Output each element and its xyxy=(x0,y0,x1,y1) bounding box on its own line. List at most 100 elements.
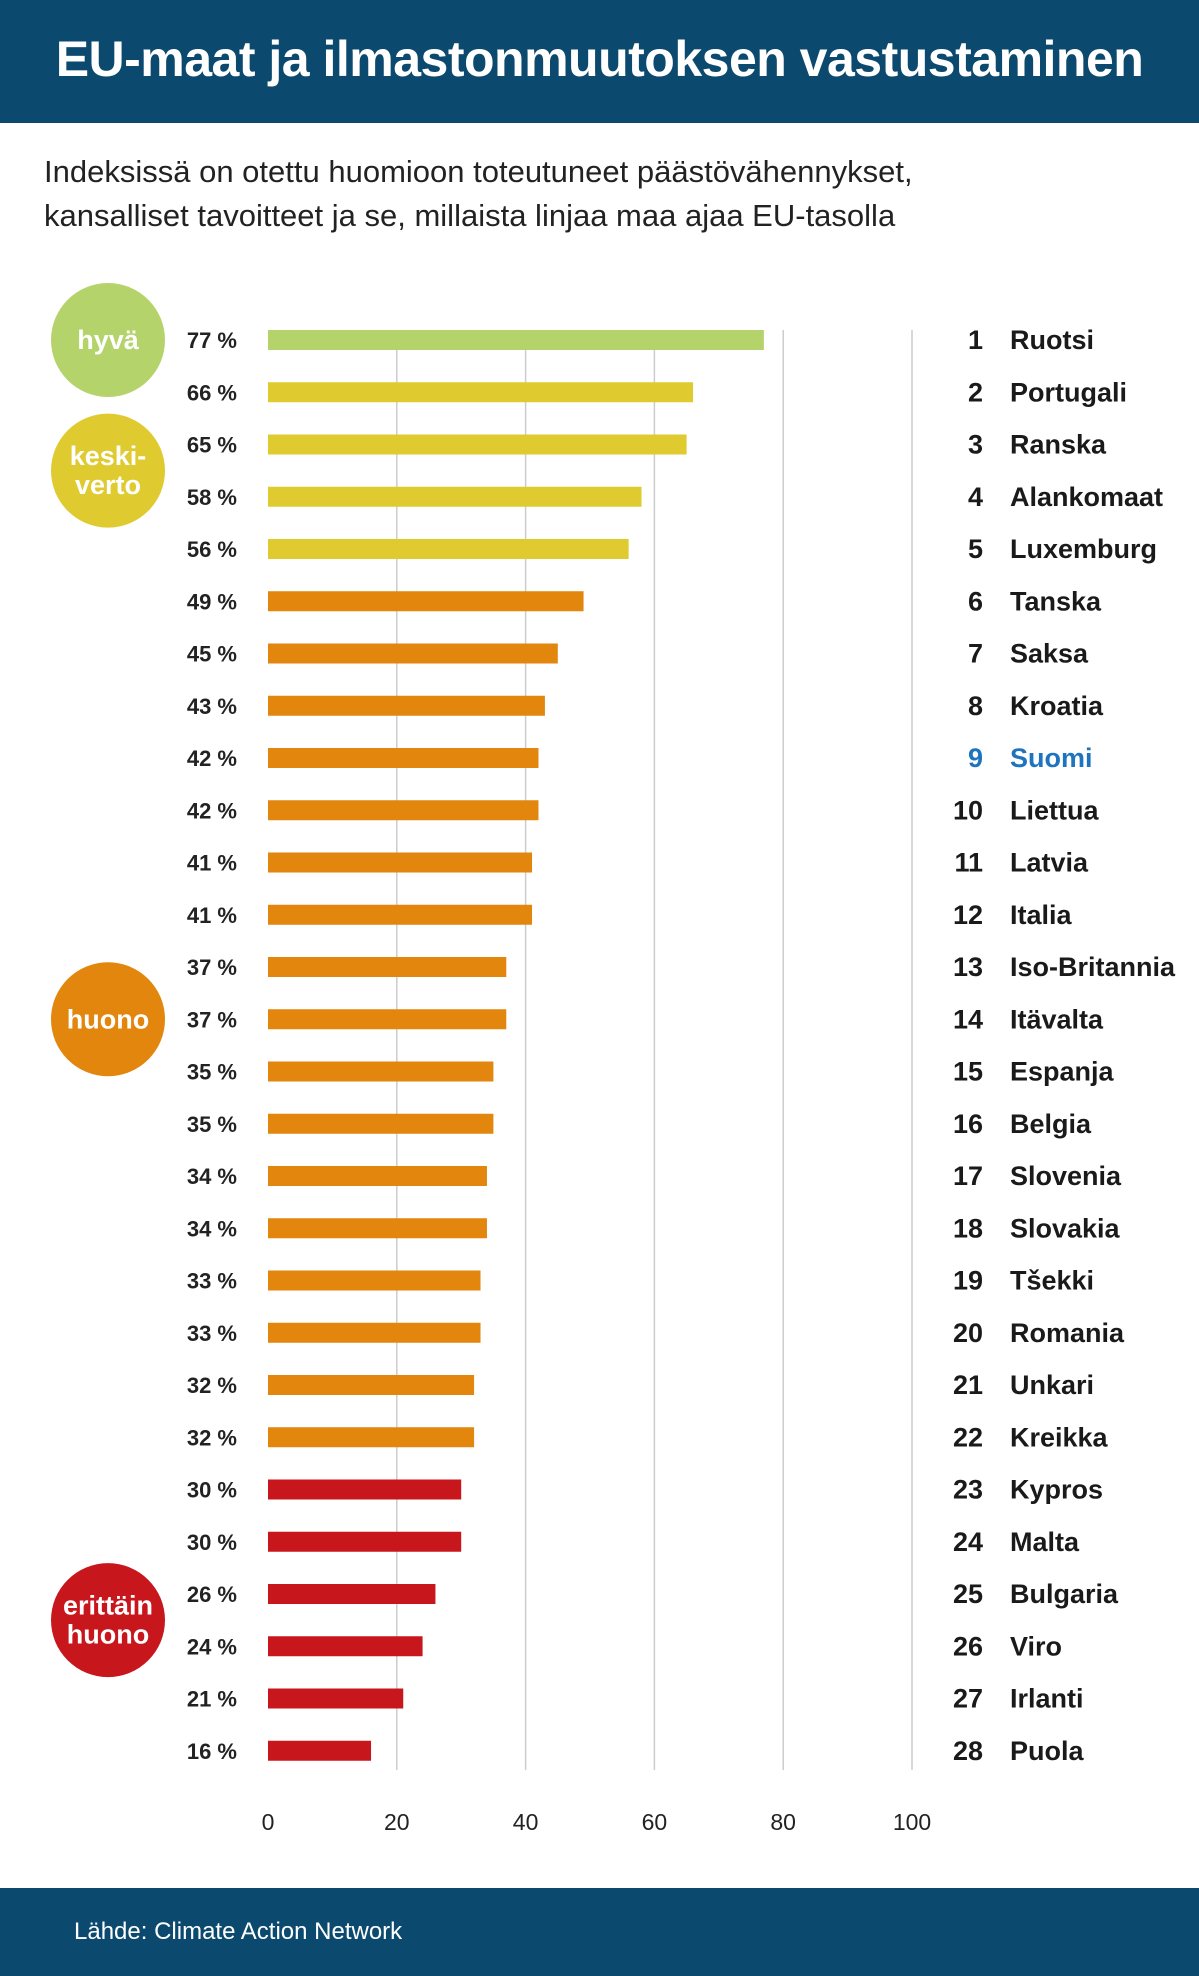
source-note: Lähde: Climate Action Network xyxy=(74,1918,403,1945)
country-label: Puola xyxy=(1010,1736,1084,1766)
bar-value-label: 66 % xyxy=(187,380,237,405)
bar-value-label: 34 % xyxy=(187,1216,237,1241)
bar-value-label: 33 % xyxy=(187,1269,237,1294)
bar-value-label: 41 % xyxy=(187,851,237,876)
bar-value-label: 42 % xyxy=(187,798,237,823)
bar xyxy=(268,1531,462,1552)
country-label: Saksa xyxy=(1010,639,1089,669)
country-label: Luxemburg xyxy=(1010,534,1157,564)
category-badge-hyva: hyvä xyxy=(51,283,165,397)
rank-number: 11 xyxy=(954,848,983,878)
bar-value-label: 35 % xyxy=(187,1112,237,1137)
country-label: Viro xyxy=(1010,1631,1062,1661)
bar xyxy=(268,1688,404,1709)
country-label: Espanja xyxy=(1010,1057,1115,1087)
rank-number: 16 xyxy=(953,1109,983,1139)
country-label: Latvia xyxy=(1010,848,1089,878)
bar xyxy=(268,591,584,612)
x-axis-ticks: 0 20 40 60 80 100 xyxy=(262,1809,932,1835)
bars xyxy=(268,330,764,1761)
rank-number: 21 xyxy=(953,1370,983,1400)
rank-number: 17 xyxy=(953,1161,983,1191)
subtitle-line-2: kansalliset tavoitteet ja se, millaista … xyxy=(44,198,896,233)
country-label: Tanska xyxy=(1010,586,1102,616)
bar xyxy=(268,434,687,455)
grid-lines xyxy=(396,330,913,1770)
bar-value-label: 21 % xyxy=(187,1687,237,1712)
rank-number: 20 xyxy=(953,1318,983,1348)
category-badge-keskiverto: keski-verto xyxy=(51,413,165,528)
country-label: Belgia xyxy=(1010,1109,1092,1139)
bar-value-label: 24 % xyxy=(187,1634,237,1659)
bar xyxy=(268,1166,487,1186)
rank-number: 19 xyxy=(953,1266,983,1296)
bar xyxy=(268,1479,462,1500)
country-label: Kreikka xyxy=(1010,1422,1109,1452)
country-label: Iso-Britannia xyxy=(1010,952,1176,982)
category-label: hyvä xyxy=(77,325,140,355)
country-label: Malta xyxy=(1010,1527,1080,1557)
bar-value-label: 65 % xyxy=(187,433,237,458)
category-label: keski- xyxy=(70,441,147,471)
rank-number: 13 xyxy=(953,952,983,982)
bar xyxy=(268,643,558,664)
bar-value-label: 43 % xyxy=(187,694,237,719)
bar xyxy=(268,1427,475,1448)
bar-value-label: 33 % xyxy=(187,1321,237,1346)
country-label: Bulgaria xyxy=(1010,1579,1119,1609)
country-label: Kypros xyxy=(1010,1475,1103,1505)
category-label: verto xyxy=(75,470,141,500)
bar xyxy=(268,904,533,925)
bar xyxy=(268,330,764,350)
bar-value-label: 26 % xyxy=(187,1582,237,1607)
header: EU-maat ja ilmastonmuutoksen vastustamin… xyxy=(0,0,1199,123)
bar xyxy=(268,800,539,821)
bar xyxy=(268,1270,481,1291)
rank-number: 22 xyxy=(953,1422,983,1452)
bar xyxy=(268,382,694,403)
category-label: huono xyxy=(67,1620,149,1650)
country-label: Slovakia xyxy=(1010,1213,1121,1243)
country-label: Suomi xyxy=(1010,743,1093,773)
rank-number: 8 xyxy=(968,691,983,721)
page-title: EU-maat ja ilmastonmuutoksen vastustamin… xyxy=(55,31,1144,87)
ranking-list: 1 Ruotsi 2 Portugali 3 Ranska 4 Alankomaat 5 Luxe… xyxy=(953,325,1176,1766)
country-label: Irlanti xyxy=(1010,1684,1084,1714)
bar xyxy=(268,1322,481,1343)
category-label: huono xyxy=(67,1004,149,1034)
rank-number: 10 xyxy=(953,795,983,825)
rank-number: 26 xyxy=(953,1631,983,1661)
rank-number: 5 xyxy=(968,534,983,564)
rank-number: 3 xyxy=(968,430,983,460)
rank-number: 24 xyxy=(953,1527,983,1557)
bar-value-label: 37 % xyxy=(187,1007,237,1032)
rank-number: 18 xyxy=(953,1213,983,1243)
bar xyxy=(268,1009,507,1030)
x-tick-label: 40 xyxy=(513,1809,539,1835)
bar xyxy=(268,486,642,507)
bar-chart: 77 % 66 % 65 % 58 % 56 % 49 % 45 % 43 % 42 % 42 %… xyxy=(51,283,1176,1835)
rank-number: 23 xyxy=(953,1475,983,1505)
x-tick-label: 100 xyxy=(893,1809,931,1835)
bar-value-label: 30 % xyxy=(187,1478,237,1503)
bar xyxy=(268,852,533,873)
country-label: Unkari xyxy=(1010,1370,1094,1400)
bar-value-label: 58 % xyxy=(187,485,237,510)
country-label: Ruotsi xyxy=(1010,325,1094,355)
bar-value-label: 56 % xyxy=(187,537,237,562)
subtitle-line-1: Indeksissä on otettu huomioon toteutunee… xyxy=(44,154,913,189)
value-labels: 77 % 66 % 65 % 58 % 56 % 49 % 45 % 43 % 42 % 42 %… xyxy=(187,328,237,1764)
country-label: Ranska xyxy=(1010,430,1107,460)
category-circle xyxy=(51,1563,165,1678)
bar xyxy=(268,748,539,768)
country-label: Tšekki xyxy=(1010,1266,1094,1296)
country-label: Itävalta xyxy=(1010,1004,1104,1034)
bar-value-label: 37 % xyxy=(187,955,237,980)
country-label: Romania xyxy=(1010,1318,1125,1348)
category-badge-huono: huono xyxy=(51,962,165,1077)
category-circle xyxy=(51,413,165,528)
country-label: Italia xyxy=(1010,900,1073,930)
rank-number: 9 xyxy=(968,743,983,773)
x-tick-label: 80 xyxy=(770,1809,796,1835)
